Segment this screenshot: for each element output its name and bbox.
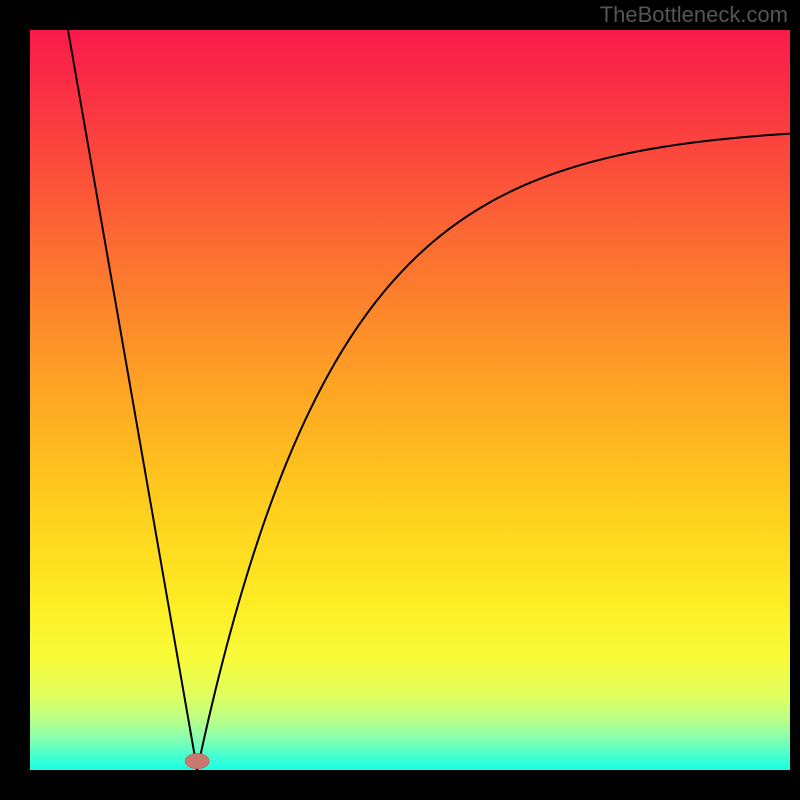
- chart-svg: [30, 30, 790, 770]
- optimum-marker: [185, 753, 209, 769]
- watermark-text: TheBottleneck.com: [600, 2, 788, 28]
- chart-plot-area: [30, 30, 790, 770]
- gradient-background: [30, 30, 790, 770]
